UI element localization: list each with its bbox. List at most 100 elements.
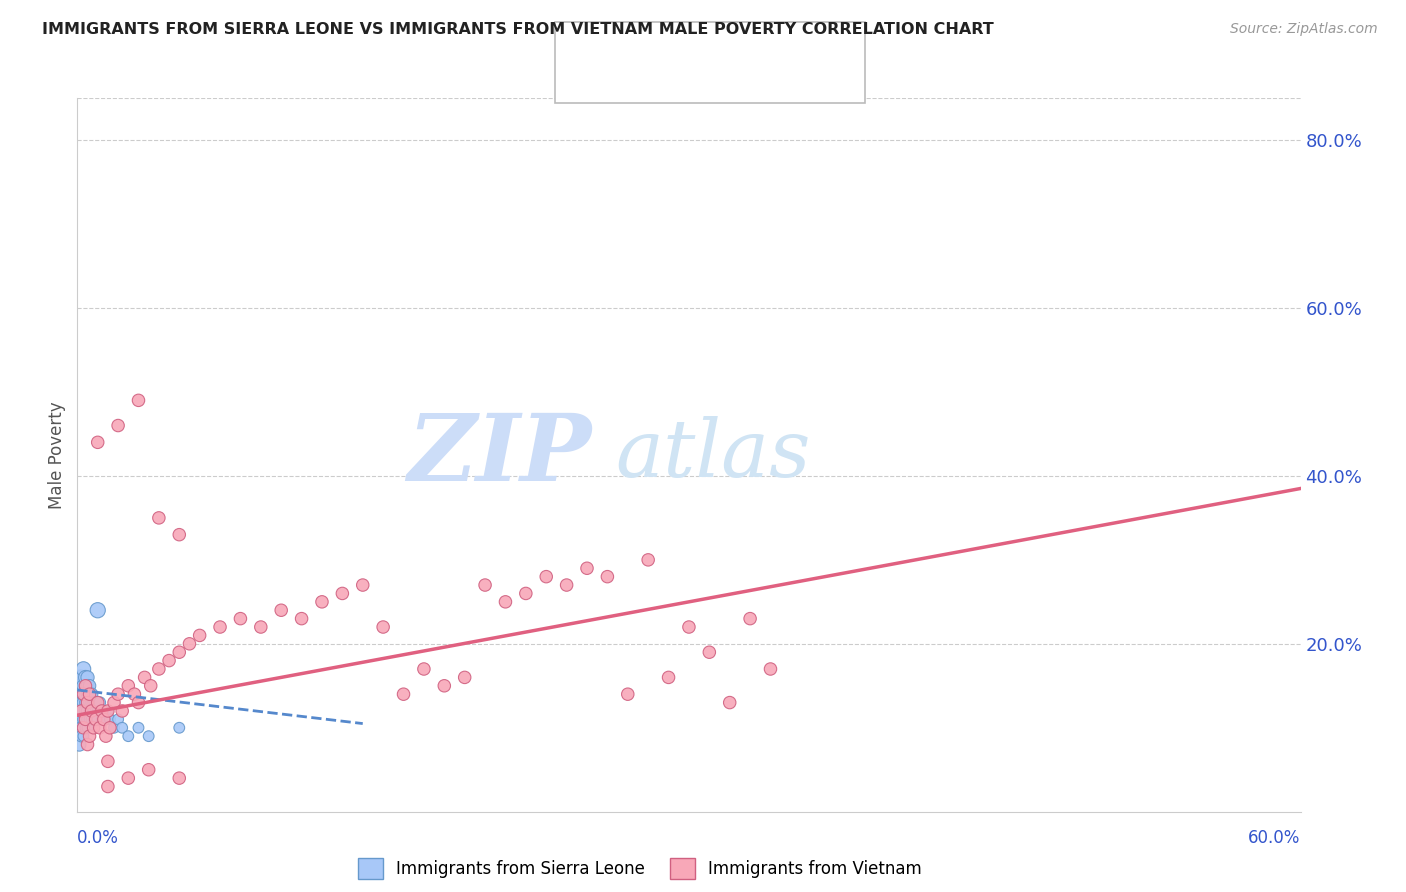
Point [75,712,97,726]
Point [103,696,125,710]
Point [555,578,578,592]
Point [80,696,103,710]
Point [83,704,105,718]
Point [79,687,101,701]
Point [70,687,93,701]
Point [79,729,101,743]
Point [352,578,374,592]
Point [678,620,700,634]
Point [90,704,112,718]
Text: 60.0%: 60.0% [1249,829,1301,847]
Point [87,603,110,617]
Point [75,670,97,684]
Point [97,704,120,718]
Point [433,679,456,693]
Point [208,620,231,634]
Point [76,679,98,693]
Point [87,704,110,718]
Point [107,418,129,433]
Point [67,704,90,718]
Point [97,780,120,794]
Point [93,712,115,726]
Point [79,704,101,718]
Point [80,704,103,718]
FancyBboxPatch shape [555,22,865,103]
Point [72,687,94,701]
Point [157,654,180,668]
Point [718,696,741,710]
Point [75,679,97,693]
Point [76,670,98,684]
Bar [568,67,605,96]
Point [148,511,170,525]
Point [79,679,101,693]
Text: IMMIGRANTS FROM SIERRA LEONE VS IMMIGRANTS FROM VIETNAM MALE POVERTY CORRELATION: IMMIGRANTS FROM SIERRA LEONE VS IMMIGRAN… [42,22,994,37]
Point [179,637,201,651]
Point [453,670,475,684]
Point [740,612,762,626]
Point [98,721,121,735]
Point [107,687,129,701]
Point [332,586,354,600]
Point [98,712,121,726]
Point [392,687,415,701]
Point [534,569,557,583]
Point [759,662,782,676]
Y-axis label: Male Poverty: Male Poverty [48,401,66,508]
Point [474,578,496,592]
Legend: Immigrants from Sierra Leone, Immigrants from Vietnam: Immigrants from Sierra Leone, Immigrants… [352,852,929,886]
Point [169,645,191,659]
Point [124,687,146,701]
Point [75,712,97,726]
Text: R = -0.128   N = 67: R = -0.128 N = 67 [617,34,794,52]
Point [70,696,93,710]
Point [94,712,117,726]
Point [127,393,149,408]
Text: 0.0%: 0.0% [77,829,120,847]
Point [76,738,98,752]
Point [93,704,115,718]
Point [84,696,107,710]
Point [70,704,93,718]
Point [70,696,93,710]
Point [83,712,105,726]
Point [515,586,537,600]
Point [72,721,94,735]
Point [72,729,94,743]
Point [70,704,93,718]
Point [67,738,90,752]
Point [89,721,111,735]
Point [87,696,110,710]
Point [188,628,211,642]
Point [76,687,98,701]
Point [70,670,93,684]
Point [134,670,156,684]
Point [169,527,191,541]
Point [111,721,134,735]
Point [576,561,599,575]
Point [148,662,170,676]
Point [87,712,110,726]
Point [117,679,139,693]
Point [127,696,149,710]
Point [495,595,517,609]
Point [94,729,117,743]
Point [699,645,721,659]
Point [67,670,90,684]
Point [79,712,101,726]
Point [72,696,94,710]
Point [70,712,93,726]
Point [75,679,97,693]
Point [97,755,120,769]
Point [111,704,134,718]
Point [76,696,98,710]
Point [70,729,93,743]
Point [75,704,97,718]
Point [79,687,101,701]
Point [72,687,94,701]
Point [169,721,191,735]
Point [90,712,112,726]
Point [127,721,149,735]
Point [107,712,129,726]
Point [229,612,252,626]
